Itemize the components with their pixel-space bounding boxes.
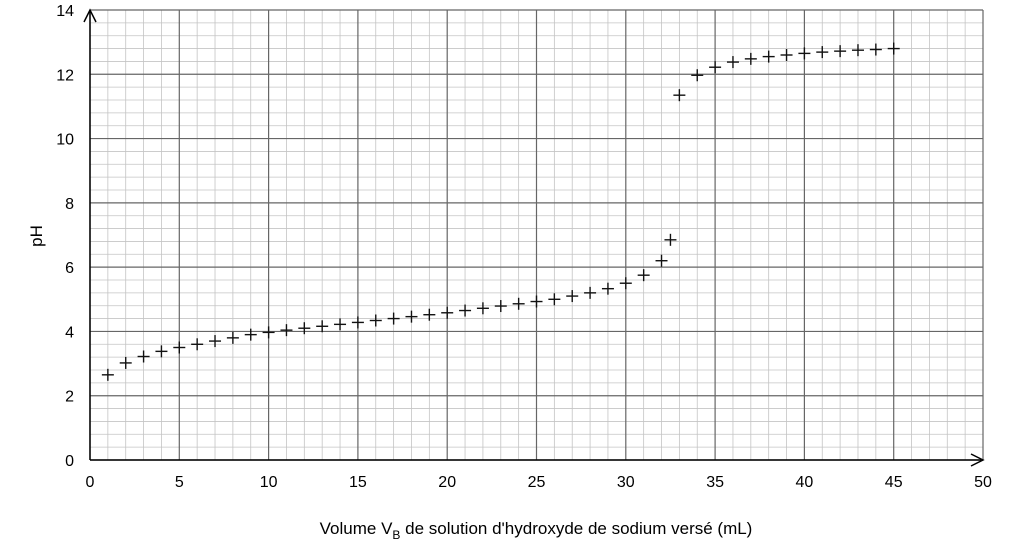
data-point <box>530 295 543 308</box>
data-point <box>619 277 632 290</box>
x-tick-label: 40 <box>796 474 814 491</box>
y-tick-label: 6 <box>65 260 74 277</box>
data-point <box>351 316 364 329</box>
data-point <box>762 50 775 63</box>
data-point <box>280 324 293 337</box>
data-point <box>601 282 614 295</box>
data-point <box>476 302 489 315</box>
data-point <box>512 297 525 310</box>
data-point <box>316 320 329 333</box>
data-points <box>101 42 900 381</box>
y-tick-label: 2 <box>65 389 74 406</box>
y-axis-title: pH <box>27 225 46 247</box>
data-point <box>655 254 668 267</box>
x-axis-title: Volume VB de solution d'hydroxyde de sod… <box>320 519 753 542</box>
data-point <box>101 368 114 381</box>
data-point <box>673 89 686 102</box>
x-tick-label: 5 <box>175 474 184 491</box>
data-point <box>423 308 436 321</box>
data-point <box>155 345 168 358</box>
major-grid <box>89 9 984 461</box>
y-tick-label: 0 <box>65 453 74 470</box>
data-point <box>780 49 793 61</box>
data-point <box>691 69 704 82</box>
data-point <box>664 233 677 246</box>
x-tick-label: 10 <box>260 474 278 491</box>
y-tick-labels: 0 2 4 6 8 10 12 14 <box>56 3 74 470</box>
data-point <box>137 350 150 363</box>
y-tick-label: 4 <box>65 324 74 341</box>
data-point <box>387 312 400 325</box>
data-point <box>834 45 847 58</box>
data-point <box>887 42 900 55</box>
data-point <box>851 44 864 57</box>
x-tick-label: 35 <box>706 474 724 491</box>
x-tick-label: 45 <box>885 474 903 491</box>
data-point <box>459 304 472 317</box>
x-tick-label: 20 <box>438 474 456 491</box>
axes <box>83 8 985 467</box>
x-tick-label: 15 <box>349 474 367 491</box>
y-tick-label: 8 <box>65 196 74 213</box>
data-point <box>816 46 829 59</box>
x-tick-label: 30 <box>617 474 635 491</box>
data-point <box>209 335 222 348</box>
data-point <box>744 52 757 65</box>
data-point <box>191 338 204 351</box>
data-point <box>369 314 382 327</box>
data-point <box>494 300 507 313</box>
data-point <box>334 318 347 331</box>
x-axis-arrow <box>970 453 985 467</box>
data-point <box>709 61 722 74</box>
y-tick-label: 10 <box>56 132 74 149</box>
data-point <box>869 43 882 56</box>
data-point <box>262 326 275 339</box>
x-axis-title-rest: de solution d'hydroxyde de sodium versé … <box>400 519 752 538</box>
y-tick-label: 12 <box>56 67 74 84</box>
data-point <box>405 310 418 323</box>
y-tick-label: 14 <box>56 3 74 20</box>
data-point <box>244 328 257 341</box>
data-point <box>726 56 739 69</box>
data-point <box>173 341 186 354</box>
y-axis-arrow <box>83 8 97 23</box>
x-tick-label: 50 <box>974 474 992 491</box>
data-point <box>566 290 579 303</box>
data-point <box>637 269 650 282</box>
data-point <box>226 331 239 344</box>
x-tick-label: 25 <box>528 474 546 491</box>
x-axis-title-main: Volume V <box>320 519 393 538</box>
data-point <box>441 306 454 319</box>
x-tick-label: 0 <box>86 474 95 491</box>
data-point <box>298 322 311 335</box>
data-point <box>798 47 811 60</box>
data-point <box>119 356 132 369</box>
data-point <box>584 286 597 299</box>
data-point <box>548 293 561 306</box>
x-axis-title-subscript: B <box>392 528 400 542</box>
x-tick-labels: 0 5 10 15 20 25 30 35 40 45 50 <box>86 474 992 491</box>
